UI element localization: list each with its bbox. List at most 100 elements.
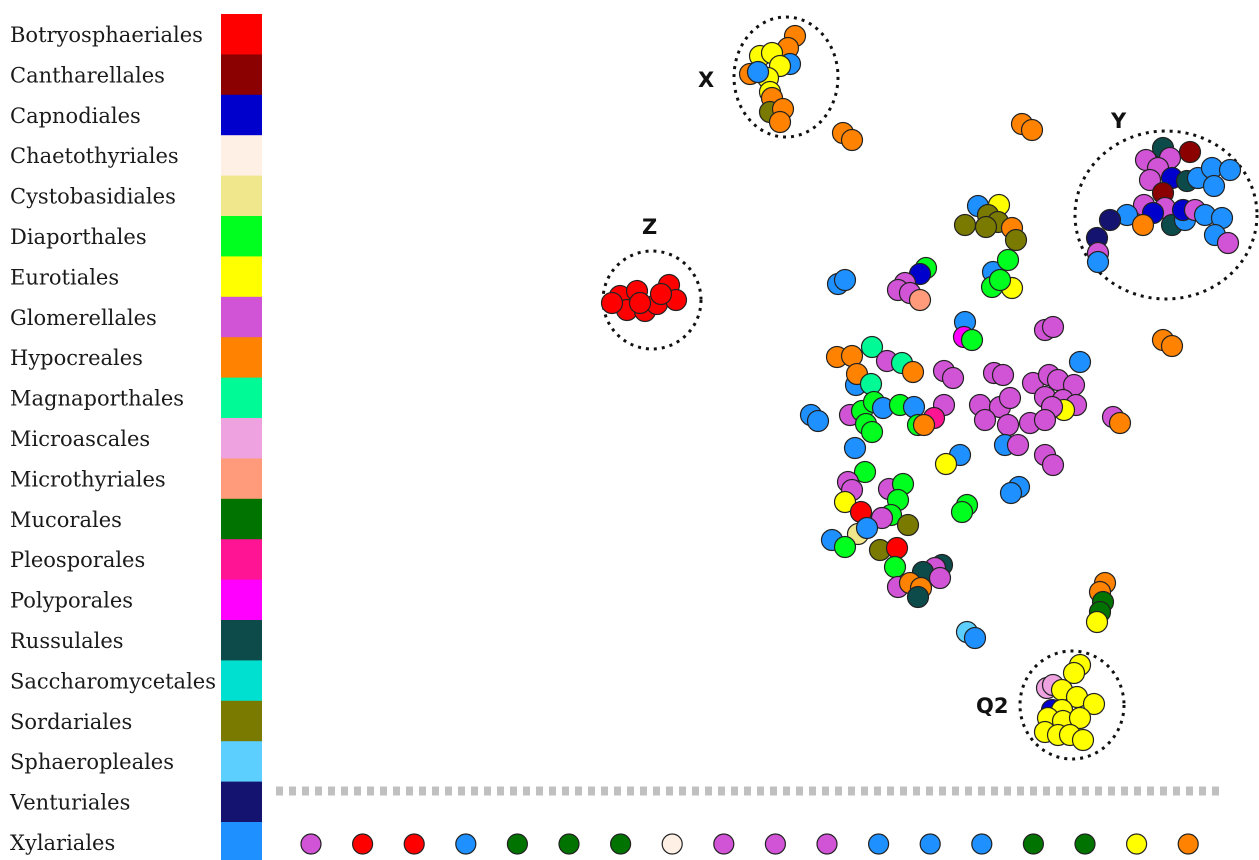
point-diaporthales-123: [860, 420, 884, 444]
point-glomerellales-130: [1033, 408, 1057, 432]
bottom-point-chaetothyriales-7: [661, 833, 683, 855]
legend-swatch-microascales: [221, 418, 262, 459]
point-glomerellales-164: [928, 566, 952, 590]
legend-swatch-polyporales: [221, 579, 262, 621]
point-cantharellales-20: [1178, 140, 1202, 164]
point-hypocreales-15: [840, 128, 864, 152]
point-xylariales-103: [1068, 350, 1092, 374]
legend-label-venturiales: Venturiales: [9, 791, 130, 815]
point-sordariales-65: [1004, 228, 1028, 252]
point-glomerellales-134: [1006, 433, 1030, 457]
legend-swatch-sordariales: [221, 700, 262, 742]
cluster-q2-label: Q2: [976, 694, 1008, 718]
legend-label-sordariales: Sordariales: [10, 710, 132, 734]
legend-swatch-saccharomycetales: [221, 660, 262, 702]
point-xylariales-155: [855, 516, 879, 540]
legend-swatch-cantharellales: [221, 54, 262, 96]
point-diaporthales-81: [960, 328, 984, 352]
bottom-point-eurotiales-16: [1125, 833, 1148, 855]
legend-label-microascales: Microascales: [10, 427, 150, 451]
legend-swatch-botryosphaeriales: [221, 14, 262, 55]
legend-label-botryosphaeriales: Botryosphaeriales: [10, 23, 203, 47]
bottom-point-mucorales-5: [558, 833, 580, 855]
point-sordariales-61: [953, 213, 977, 237]
legend-swatch-diaporthales: [221, 216, 262, 257]
point-magnaporthales-88: [860, 335, 884, 359]
point-eurotiales-187: [1068, 706, 1092, 730]
point-eurotiales-177: [1062, 661, 1086, 685]
point-russulales-168: [906, 585, 930, 609]
legend-swatch-cystobasidiales: [221, 175, 262, 217]
point-botryosphaeriales-56: [600, 291, 624, 315]
cluster-outlines: X Y Z Q2: [601, 15, 1259, 761]
scatter-points: [600, 24, 1242, 752]
legend-label-capnodiales: Capnodiales: [10, 104, 141, 128]
point-diaporthales-160: [883, 555, 907, 579]
bottom-point-glomerellales-10: [816, 833, 838, 855]
point-xylariales-8: [746, 60, 770, 84]
point-eurotiales-191: [1071, 728, 1095, 752]
legend: Botryosphaeriales Cantharellales Capnodial…: [9, 14, 262, 860]
point-xylariales-110: [806, 409, 830, 433]
bottom-point-xylariales-11: [867, 833, 890, 855]
point-diaporthales-139: [853, 460, 877, 484]
legend-swatch-microthyriales: [221, 458, 262, 500]
legend-label-mucorales: Mucorales: [10, 508, 122, 532]
point-microthyriales-78: [908, 288, 932, 312]
cluster-q2-outline: [1018, 649, 1126, 761]
point-sordariales-63: [974, 215, 998, 239]
cluster-y-outline: [1073, 129, 1259, 301]
legend-label-polyporales: Polyporales: [10, 589, 133, 613]
legend-swatch-hypocreales: [221, 337, 262, 379]
point-xylariales-124: [843, 436, 867, 460]
legend-label-xylariales: Xylariales: [10, 831, 115, 855]
legend-swatch-capnodiales: [221, 94, 262, 136]
point-hypocreales-85: [1160, 334, 1184, 358]
legend-swatch-mucorales: [221, 498, 262, 540]
legend-swatch-glomerellales: [221, 296, 262, 338]
cluster-y-label: Y: [1110, 109, 1127, 133]
point-eurotiales-142: [833, 490, 857, 514]
cluster-x-outline: [732, 15, 840, 139]
point-botryosphaeriales-159: [885, 536, 909, 560]
point-glomerellales-44: [1216, 231, 1240, 255]
bottom-row-points: [300, 833, 1199, 855]
legend-label-sphaeropleales: Sphaeropleales: [10, 750, 174, 774]
point-hypocreales-36: [1131, 213, 1155, 237]
legend-label-eurotiales: Eurotiales: [10, 265, 119, 289]
legend-label-microthyriales: Microthyriales: [10, 467, 166, 491]
point-eurotiales-182: [1082, 692, 1106, 716]
point-diaporthales-157: [833, 535, 857, 559]
point-glomerellales-136: [1041, 453, 1065, 477]
bottom-point-glomerellales-8: [713, 833, 735, 855]
legend-swatch-russulales: [221, 620, 262, 661]
legend-swatch-eurotiales: [221, 256, 262, 298]
point-botryosphaeriales-57: [649, 282, 673, 306]
bottom-point-mucorales-14: [1022, 833, 1045, 855]
cluster-z-label: Z: [642, 215, 657, 239]
bottom-point-xylariales-13: [971, 833, 993, 855]
point-glomerellales-128: [996, 413, 1020, 437]
legend-swatch-magnaporthales: [221, 377, 262, 419]
legend-label-hypocreales: Hypocreales: [10, 346, 143, 370]
point-xylariales-27: [1218, 158, 1242, 182]
point-sordariales-153: [896, 513, 920, 537]
legend-label-cystobasidiales: Cystobasidiales: [10, 185, 176, 209]
point-xylariales-147: [999, 481, 1023, 505]
point-glomerellales-98: [991, 363, 1015, 387]
point-xylariales-170: [963, 626, 987, 650]
legend-label-magnaporthales: Magnaporthales: [10, 387, 184, 411]
bottom-point-mucorales-6: [609, 833, 632, 855]
point-xylariales-72: [833, 268, 857, 292]
point-hypocreales-13: [768, 110, 792, 134]
point-eurotiales-138: [934, 452, 958, 476]
legend-label-chaetothyriales: Chaetothyriales: [10, 144, 179, 168]
bottom-point-glomerellales-9: [764, 833, 787, 855]
bottom-point-botryosphaeriales-2: [403, 833, 425, 855]
point-hypocreales-94: [901, 360, 925, 384]
point-hypocreales-132: [1108, 411, 1132, 435]
legend-swatch-venturiales: [221, 781, 262, 823]
legend-swatch-sphaeropleales: [221, 741, 262, 783]
legend-label-cantharellales: Cantharellales: [10, 63, 165, 87]
